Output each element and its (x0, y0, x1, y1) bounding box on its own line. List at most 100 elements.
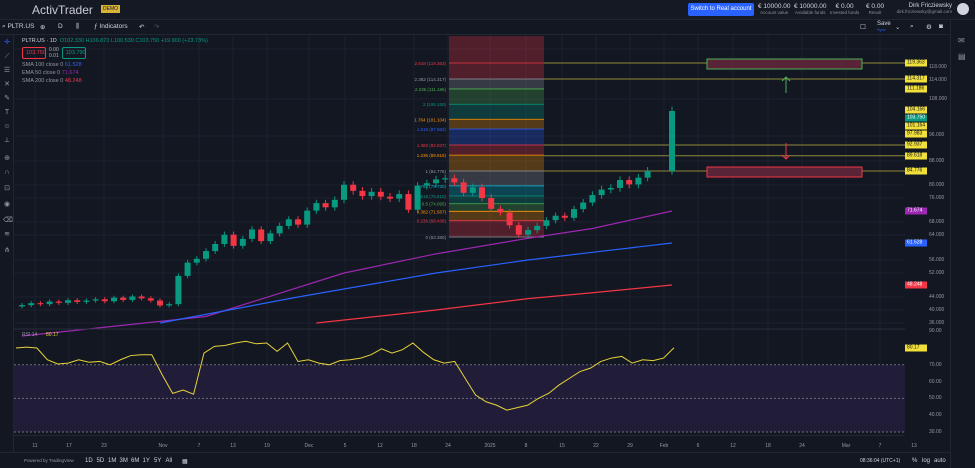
time-tick: Mar (841, 443, 851, 449)
range-button-1m[interactable]: 1M (108, 458, 117, 464)
sell-button[interactable]: 103.750 (22, 47, 46, 59)
trendline-icon[interactable]: ⟋ (4, 53, 10, 60)
save-button[interactable]: Save Sync (877, 21, 891, 32)
indicators-button[interactable]: ƒ Indicators (94, 23, 128, 30)
buy-button[interactable]: 103.790 (61, 47, 86, 59)
log-toggle[interactable]: log (922, 458, 931, 464)
messages-icon[interactable]: ✉ (958, 36, 965, 45)
lock-icon[interactable]: ⊡ (4, 185, 10, 192)
fib-band (449, 171, 544, 186)
candle (111, 297, 117, 302)
range-button-all[interactable]: All (165, 458, 173, 464)
spread: 0.00 0.01 (49, 47, 59, 59)
avatar[interactable] (957, 3, 969, 15)
text-icon[interactable]: T (4, 109, 10, 116)
candle (552, 215, 559, 221)
gear-icon[interactable]: ⚙ (926, 24, 932, 31)
time-tick: 7 (878, 443, 882, 449)
candle (460, 182, 467, 193)
undo-icon[interactable]: ↶ (139, 24, 145, 31)
range-button-1y[interactable]: 1Y (142, 458, 150, 464)
ema50-line (21, 210, 673, 337)
price-tick: 44.000 (929, 294, 945, 300)
time-tick: 19 (264, 443, 270, 449)
magnet-icon[interactable]: ∩ (4, 169, 10, 176)
price-tag: 101.164 (905, 122, 927, 130)
fib-band (449, 104, 544, 120)
candle (304, 210, 311, 225)
percent-toggle[interactable]: % (912, 458, 918, 464)
time-tick: 12 (730, 443, 736, 449)
range-button-5y[interactable]: 5Y (154, 458, 162, 464)
camera-icon[interactable]: ◙ (939, 23, 943, 30)
symbol-search[interactable]: ⌕ PLTR.US (2, 23, 35, 30)
rsi-tick: 40.00 (929, 412, 942, 419)
pattern-icon[interactable]: ✕ (4, 81, 10, 88)
candle (74, 300, 81, 302)
candle (203, 251, 209, 259)
redo-icon[interactable]: ↷ (154, 24, 160, 31)
range-button-5d[interactable]: 5D (96, 458, 105, 464)
ma-legend-item: EMA 50 close 0 71.674 (22, 70, 79, 76)
candle (322, 203, 329, 208)
search-icon[interactable]: ⌕ (910, 23, 914, 30)
smile-icon[interactable]: ☺ (3, 123, 11, 130)
fib-level-label: 1.764 (101.104) (414, 117, 446, 122)
horizontal-lines-icon[interactable]: ☰ (3, 67, 11, 74)
chevron-down-icon[interactable]: ⌄ (895, 24, 901, 31)
chart-type-icon[interactable]: ⫼ (76, 23, 79, 30)
range-button-6m[interactable]: 6M (131, 458, 140, 464)
candle (377, 191, 384, 197)
calendar-icon[interactable]: ▦ (182, 459, 188, 465)
trash-icon[interactable]: ⌫ (3, 217, 13, 224)
sma100-line (159, 242, 673, 324)
candle (101, 299, 108, 302)
switch-real-account-button[interactable]: Switch to Real account (688, 3, 754, 16)
time-axis[interactable]: 11 17 23 Nov 7 13 19 Dec 5 12 18 24 2025 8 15 22 29 Feb 6 1… (14, 435, 917, 452)
fib-band (449, 185, 544, 197)
eye-icon[interactable]: ◉ (3, 201, 11, 208)
price-chart[interactable]: 2.618 (119.363) 2.382 (114.317) 2.236 (111… (14, 35, 905, 435)
range-button-3m[interactable]: 3M (119, 458, 128, 464)
candle (580, 202, 587, 210)
user-info[interactable]: Dirk Fricziewsky dirk.fricziewsky@gmail.c… (896, 3, 952, 14)
candle (543, 220, 550, 226)
take-profit-box (706, 58, 863, 70)
layout-icon[interactable]: ☐ (860, 24, 866, 31)
tree-icon[interactable]: ⋔ (4, 247, 10, 254)
range-button-1d[interactable]: 1D (85, 458, 93, 464)
clock: 08:36:04 (UTC+1) (860, 458, 901, 464)
candle (669, 111, 675, 171)
ruler-icon[interactable]: ⟂ (4, 137, 10, 144)
fib-level-label: 2.382 (114.317) (415, 77, 447, 82)
candle (635, 177, 642, 185)
candle (92, 299, 99, 301)
price-tick: 80.000 (929, 182, 945, 188)
price-axis[interactable]: 118.000 114.000 108.000 96.000 88.000 80.000 7… (905, 35, 950, 452)
logo: ActivTrader (32, 3, 93, 17)
candle (589, 195, 596, 203)
crosshair-icon[interactable]: ✛ (4, 39, 10, 46)
fib-level-label: 1 (84.776) (425, 169, 446, 174)
zoom-icon[interactable]: ⊕ (4, 155, 10, 162)
brush-icon[interactable]: ✎ (4, 95, 10, 102)
time-tick: Feb (659, 443, 669, 449)
price-tick: 88.000 (929, 158, 945, 164)
candle (617, 180, 623, 188)
calendar-icon[interactable]: ▤ (958, 52, 966, 61)
arrow-up-icon (781, 76, 791, 93)
price-tick: 114.000 (929, 77, 947, 83)
top-header (0, 0, 975, 20)
add-compare-icon[interactable]: ⊕ (40, 24, 46, 31)
candle (561, 215, 568, 218)
time-tick: 6 (696, 443, 700, 449)
price-tag: 89.618 (905, 152, 927, 160)
interval-button[interactable]: D (58, 23, 63, 30)
sma200-line (316, 284, 673, 324)
auto-toggle[interactable]: auto (934, 458, 946, 464)
fib-level-label: 1.618 (97.983) (417, 127, 447, 132)
rsi-tag: 80.17 (905, 344, 927, 352)
layers-icon[interactable]: ≋ (4, 231, 10, 238)
rsi-tick: 30.00 (929, 429, 942, 435)
candle (184, 262, 191, 276)
